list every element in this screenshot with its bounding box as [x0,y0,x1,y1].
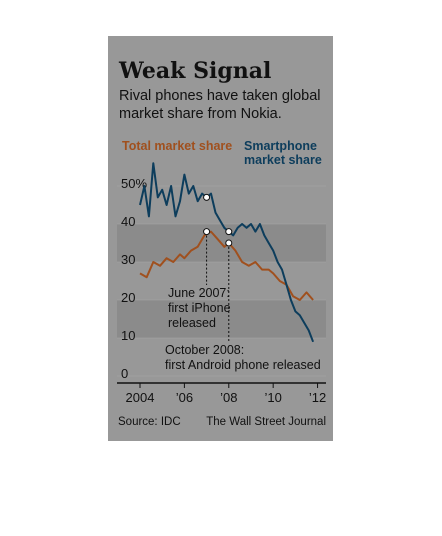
legend-total-market-share: Total market share [122,139,232,153]
plot-bands [117,224,326,338]
iphone-annotation-line-3: released [168,316,216,330]
y-tick-labels: 0 10 20 30 40 50% [121,176,147,381]
iphone-annotation-line-1: June 2007: [168,286,230,300]
x-tick-label: ’10 [264,390,281,405]
x-tick-label: ’06 [176,390,193,405]
x-tick-label: ’12 [309,390,326,405]
chart-title: Weak Signal [118,58,271,84]
y-tick-label: 50% [121,176,147,191]
y-tick-label: 0 [121,366,128,381]
x-ticks: 2004 ’06 ’08 ’10 ’12 [126,383,326,405]
y-tick-label: 30 [121,252,135,267]
y-tick-label: 20 [121,290,135,305]
credit-label: The Wall Street Journal [206,416,326,428]
iphone-marker-total [203,228,211,236]
x-tick-label: ’08 [220,390,237,405]
y-tick-label: 10 [121,328,135,343]
android-annotation-line-2: first Android phone released [165,358,321,372]
plot-band [117,300,326,338]
legend-smartphone-line-1: Smartphone [244,139,317,153]
iphone-annotation-line-2: first iPhone [168,301,231,315]
iphone-marker-smartphone [203,193,211,201]
chart-subtitle-line-2: market share from Nokia. [119,106,282,122]
android-annotation-line-1: October 2008: [165,343,244,357]
source-label: Source: IDC [118,416,181,428]
x-tick-label: 2004 [126,390,155,405]
android-marker-total [225,239,233,247]
chart-subtitle-line-1: Rival phones have taken global [119,88,321,104]
android-marker-smartphone [225,228,233,236]
legend-smartphone-line-2: market share [244,153,322,167]
y-tick-label: 40 [121,214,135,229]
